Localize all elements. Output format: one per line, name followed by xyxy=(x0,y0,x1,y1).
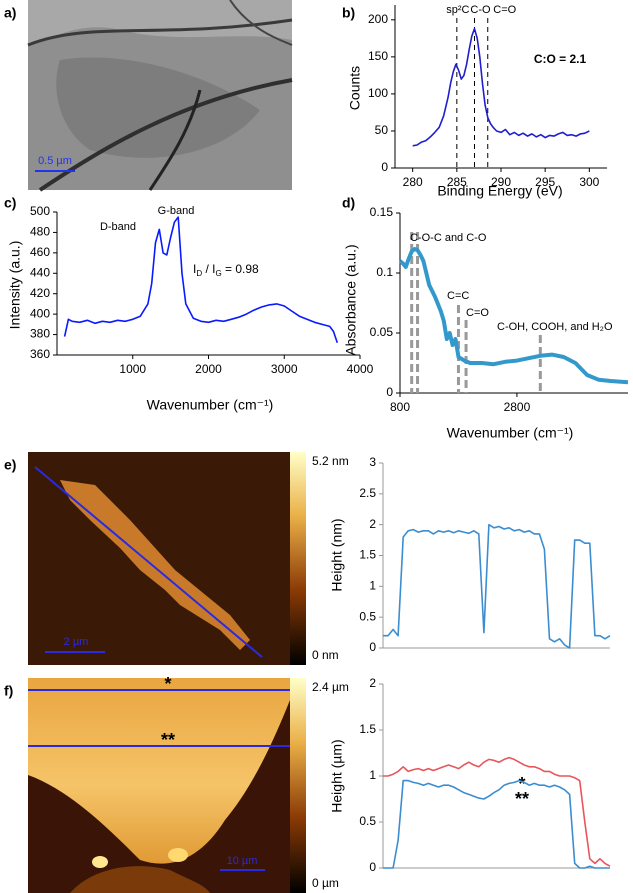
ratio-label-part: G xyxy=(215,269,221,278)
x-tick-label: 300 xyxy=(579,175,599,189)
marker-label: sp²C xyxy=(446,4,469,16)
data-line xyxy=(383,756,611,867)
x-tick-label: 295 xyxy=(535,175,555,189)
y-axis-label: Intensity (a.u.) xyxy=(7,241,23,330)
y-axis-label: Height (nm) xyxy=(329,518,345,591)
y-tick-label: 50 xyxy=(375,123,389,137)
scale-bar-label: 10 µm xyxy=(227,855,258,867)
y-tick-label: 360 xyxy=(30,347,50,361)
y-tick-label: 0.05 xyxy=(370,325,394,339)
x-axis-label: Wavenumber (cm⁻¹) xyxy=(147,397,274,413)
y-tick-label: 0.15 xyxy=(370,205,394,219)
y-tick-label: 380 xyxy=(30,327,50,341)
ratio-label-part: = 0.98 xyxy=(222,262,259,276)
y-axis-label: Height (µm) xyxy=(329,739,345,812)
y-tick-label: 0 xyxy=(369,860,376,874)
afm-image xyxy=(28,678,306,893)
ratio-label-part: D xyxy=(196,269,202,278)
scale-bar-label: 2 µm xyxy=(64,636,89,648)
y-axis-label: Absorbance (a.u.) xyxy=(343,244,359,355)
y-tick-label: 150 xyxy=(368,49,388,63)
y-tick-label: 0.5 xyxy=(359,814,376,828)
panel-label: e) xyxy=(4,457,16,473)
panel-label: a) xyxy=(4,5,16,21)
y-axis-label: Counts xyxy=(347,66,363,110)
series-label: ** xyxy=(515,789,529,809)
panel-label: d) xyxy=(342,195,355,211)
y-tick-label: 460 xyxy=(30,245,50,259)
colorbar-max: 2.4 µm xyxy=(312,680,349,694)
y-tick-label: 0 xyxy=(369,640,376,654)
y-tick-label: 3 xyxy=(369,455,376,469)
annotation: C-O-C and C-O xyxy=(410,232,487,244)
line-label: * xyxy=(164,674,171,694)
y-tick-label: 440 xyxy=(30,265,50,279)
annotation: C:O = 2.1 xyxy=(534,52,587,66)
y-tick-label: 0 xyxy=(381,160,388,174)
annotation: C=O xyxy=(466,307,489,319)
colorbar-max: 5.2 nm xyxy=(312,454,349,468)
y-tick-label: 420 xyxy=(30,286,50,300)
afm-image xyxy=(28,452,306,665)
x-tick-label: 290 xyxy=(491,175,511,189)
x-tick-label: 2800 xyxy=(504,400,531,414)
y-tick-label: 1 xyxy=(369,579,376,593)
y-tick-label: 1.5 xyxy=(359,722,376,736)
y-tick-label: 0.5 xyxy=(359,609,376,623)
ratio-label-part: I xyxy=(193,262,196,276)
annotation: C=C xyxy=(447,290,469,302)
x-axis-label: Binding Energy (eV) xyxy=(437,183,562,199)
annotation: D-band xyxy=(100,221,136,233)
x-tick-label: 4000 xyxy=(347,362,374,376)
y-tick-label: 0.1 xyxy=(376,265,393,279)
y-tick-label: 2 xyxy=(369,676,376,690)
panel-label: c) xyxy=(4,195,16,211)
y-tick-label: 2.5 xyxy=(359,486,376,500)
y-tick-label: 200 xyxy=(368,12,388,26)
y-tick-label: 2 xyxy=(369,517,376,531)
data-line xyxy=(383,523,611,649)
y-tick-label: 400 xyxy=(30,306,50,320)
ratio-label: ID / IG = 0.98 xyxy=(193,262,259,278)
x-tick-label: 2000 xyxy=(195,362,222,376)
y-tick-label: 100 xyxy=(368,86,388,100)
ratio-label-part: / I xyxy=(202,262,215,276)
marker-label: C-O xyxy=(470,4,491,16)
panel-label: f) xyxy=(4,683,13,699)
x-tick-label: 800 xyxy=(390,400,410,414)
colorbar-min: 0 µm xyxy=(312,876,339,890)
x-tick-label: 1000 xyxy=(119,362,146,376)
tem-image xyxy=(27,0,293,192)
y-tick-label: 0 xyxy=(386,385,393,399)
data-line xyxy=(398,247,629,385)
data-line xyxy=(412,27,590,147)
marker-label: C=O xyxy=(493,4,516,16)
y-tick-label: 1.5 xyxy=(359,548,376,562)
scale-bar-label: 0.5 µm xyxy=(38,155,72,167)
colorbar-min: 0 nm xyxy=(312,648,339,662)
panel-label: b) xyxy=(342,5,355,21)
y-tick-label: 500 xyxy=(30,204,50,218)
annotation: G-band xyxy=(158,205,195,217)
data-line xyxy=(383,779,610,869)
y-tick-label: 480 xyxy=(30,225,50,239)
x-tick-label: 285 xyxy=(447,175,467,189)
y-tick-label: 1 xyxy=(369,768,376,782)
x-tick-label: 3000 xyxy=(271,362,298,376)
line-label: ** xyxy=(161,730,175,750)
annotation: C-OH, COOH, and H₂O xyxy=(497,321,613,333)
data-line xyxy=(63,216,339,343)
series-label: * xyxy=(518,774,525,794)
x-tick-label: 280 xyxy=(403,175,423,189)
x-axis-label: Wavenumber (cm⁻¹) xyxy=(447,425,574,441)
